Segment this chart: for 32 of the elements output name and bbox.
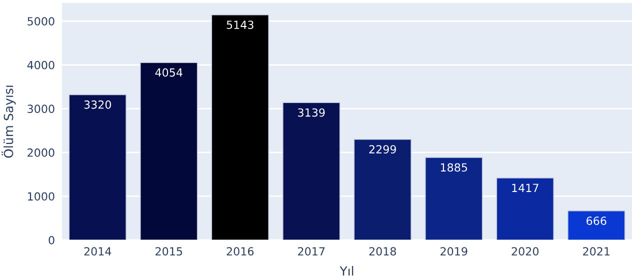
data-label: 666: [586, 216, 606, 225]
bar: [282, 102, 340, 240]
x-tick-label: 2020: [512, 247, 539, 256]
bar: [496, 178, 554, 240]
x-axis-title: Yıl: [340, 266, 354, 276]
data-label: 3320: [84, 100, 112, 109]
data-label: 3139: [298, 108, 325, 117]
data-label: 5143: [226, 20, 254, 30]
y-tick-label: 4000: [27, 60, 54, 70]
y-tick-label: 3000: [28, 104, 54, 114]
bar: [424, 157, 483, 240]
x-tick-label: 2018: [369, 247, 396, 256]
bar: [354, 138, 412, 240]
data-label: 2299: [369, 145, 396, 154]
x-tick-label: 2017: [298, 247, 325, 256]
y-tick-label: 2000: [28, 148, 54, 157]
y-tick-label: 0: [48, 236, 54, 244]
bar: [567, 210, 626, 240]
x-tick-label: 2015: [156, 247, 182, 256]
y-axis-title: Ölüm Sayısı: [2, 86, 16, 158]
data-label: 4054: [155, 68, 182, 77]
y-tick-label: 1000: [28, 192, 54, 201]
x-tick-label: 2021: [583, 247, 610, 256]
bar: [140, 62, 198, 240]
bar: [211, 14, 270, 240]
data-label: 1417: [512, 184, 538, 192]
bar: [68, 94, 127, 240]
y-tick-label: 5000: [28, 17, 54, 26]
x-tick-label: 2019: [440, 247, 468, 256]
data-label: 1885: [440, 163, 468, 172]
x-tick-label: 2016: [226, 247, 254, 256]
x-tick-label: 2014: [84, 247, 112, 256]
